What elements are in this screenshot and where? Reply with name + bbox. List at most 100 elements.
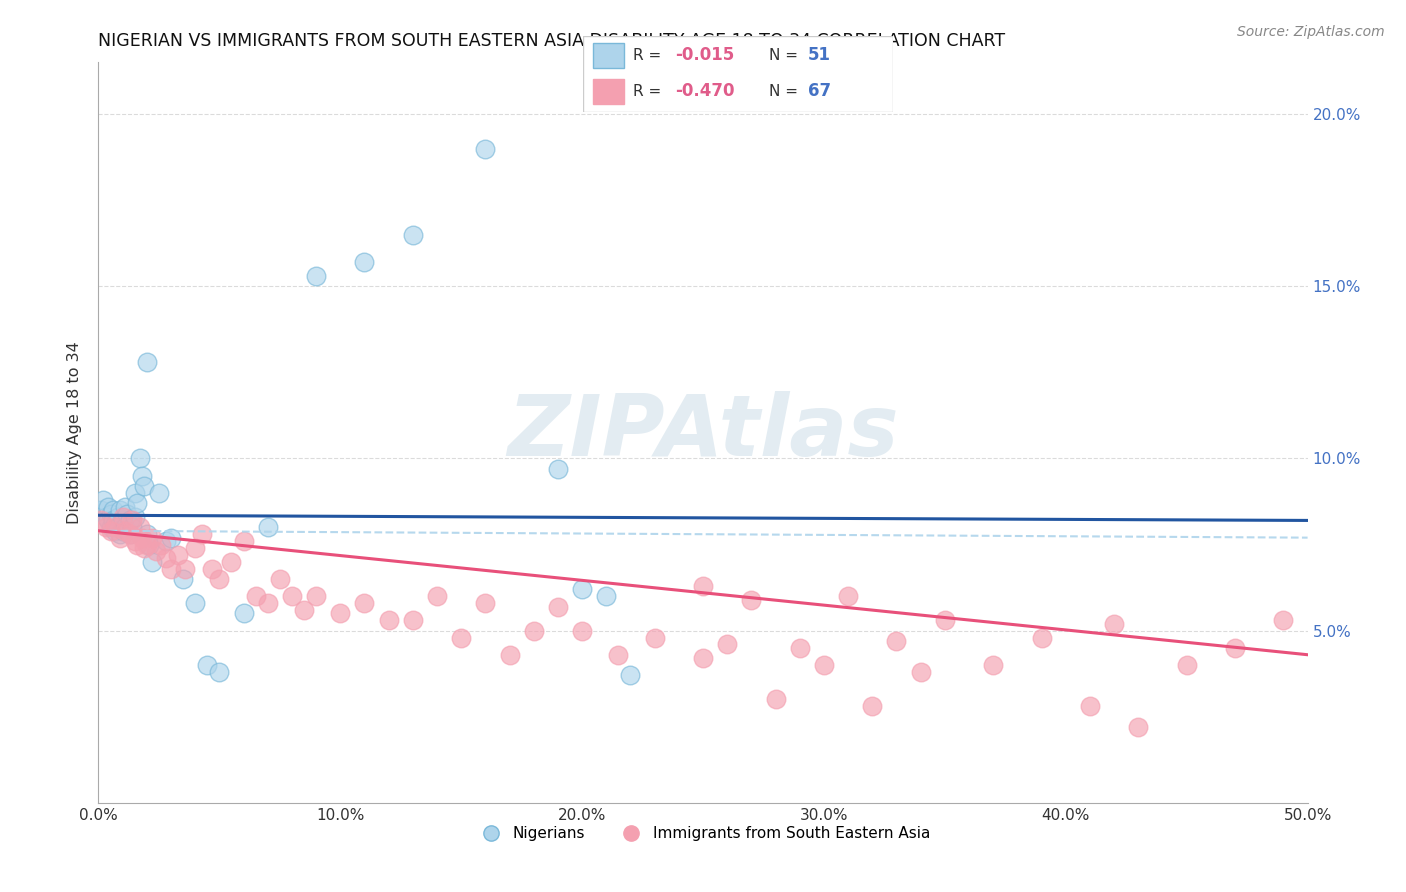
Point: [269, 572, 291, 586]
Point: [232, 534, 254, 549]
Point: [450, 631, 472, 645]
Point: [135, 355, 157, 369]
Point: [789, 640, 811, 655]
Point: [571, 582, 593, 597]
Point: [607, 648, 630, 662]
Point: [124, 534, 146, 549]
Point: [131, 468, 153, 483]
Point: [90, 513, 112, 527]
Point: [474, 596, 496, 610]
Point: [141, 531, 163, 545]
Point: [402, 613, 425, 627]
Point: [305, 589, 328, 603]
Point: [135, 527, 157, 541]
Point: [1128, 720, 1150, 734]
Point: [160, 561, 183, 575]
Point: [108, 503, 131, 517]
Point: [104, 524, 127, 538]
Point: [692, 651, 714, 665]
Point: [172, 572, 194, 586]
Point: [148, 486, 170, 500]
Point: [97, 513, 120, 527]
Point: [910, 665, 932, 679]
Point: [281, 589, 304, 603]
Point: [595, 589, 617, 603]
Point: [124, 510, 146, 524]
Point: [100, 507, 122, 521]
Point: [111, 510, 134, 524]
FancyBboxPatch shape: [593, 78, 624, 104]
Point: [127, 537, 149, 551]
Point: [353, 596, 375, 610]
Point: [1175, 658, 1198, 673]
Point: [118, 527, 141, 541]
Point: [934, 613, 956, 627]
Point: [232, 607, 254, 621]
Point: [195, 658, 218, 673]
Point: [108, 531, 131, 545]
Point: [474, 142, 496, 156]
Point: [377, 613, 399, 627]
Text: -0.015: -0.015: [675, 46, 734, 64]
Point: [1078, 699, 1101, 714]
Point: [184, 541, 207, 555]
Point: [111, 513, 134, 527]
Point: [292, 603, 315, 617]
Point: [127, 496, 149, 510]
Point: [1031, 631, 1053, 645]
Y-axis label: Disability Age 18 to 34: Disability Age 18 to 34: [67, 342, 83, 524]
Point: [150, 537, 173, 551]
Point: [141, 555, 163, 569]
Point: [221, 555, 243, 569]
Point: [138, 537, 160, 551]
Point: [716, 637, 738, 651]
Point: [114, 524, 136, 538]
Point: [94, 520, 117, 534]
Point: [174, 561, 197, 575]
Point: [329, 607, 352, 621]
Point: [167, 548, 190, 562]
Point: [208, 572, 231, 586]
Point: [305, 268, 328, 283]
Point: [256, 596, 278, 610]
Point: [121, 520, 143, 534]
Text: 67: 67: [808, 82, 831, 100]
Point: [97, 500, 120, 514]
Point: [134, 541, 156, 555]
Point: [201, 561, 224, 575]
Point: [837, 589, 859, 603]
Point: [402, 227, 425, 242]
Point: [100, 520, 122, 534]
Point: [547, 462, 569, 476]
Point: [1102, 616, 1125, 631]
Point: [353, 255, 375, 269]
Point: [813, 658, 835, 673]
Point: [644, 631, 666, 645]
Point: [740, 592, 762, 607]
Point: [101, 513, 124, 527]
Text: R =: R =: [633, 84, 666, 98]
Point: [498, 648, 520, 662]
Text: -0.470: -0.470: [675, 82, 734, 100]
Point: [860, 699, 883, 714]
Point: [111, 524, 134, 538]
Point: [1272, 613, 1295, 627]
Point: [208, 665, 231, 679]
Text: R =: R =: [633, 48, 666, 63]
Point: [256, 520, 278, 534]
Text: ZIPAtlas: ZIPAtlas: [508, 391, 898, 475]
Point: [114, 500, 136, 514]
Point: [619, 668, 641, 682]
Point: [1223, 640, 1246, 655]
Point: [692, 579, 714, 593]
Point: [90, 503, 112, 517]
Text: NIGERIAN VS IMMIGRANTS FROM SOUTH EASTERN ASIA DISABILITY AGE 18 TO 34 CORRELATI: NIGERIAN VS IMMIGRANTS FROM SOUTH EASTER…: [98, 32, 1005, 50]
FancyBboxPatch shape: [583, 36, 893, 112]
Point: [886, 634, 908, 648]
Text: N =: N =: [769, 84, 803, 98]
Point: [184, 596, 207, 610]
Point: [121, 513, 143, 527]
Point: [160, 531, 183, 545]
Point: [131, 531, 153, 545]
Point: [134, 479, 156, 493]
